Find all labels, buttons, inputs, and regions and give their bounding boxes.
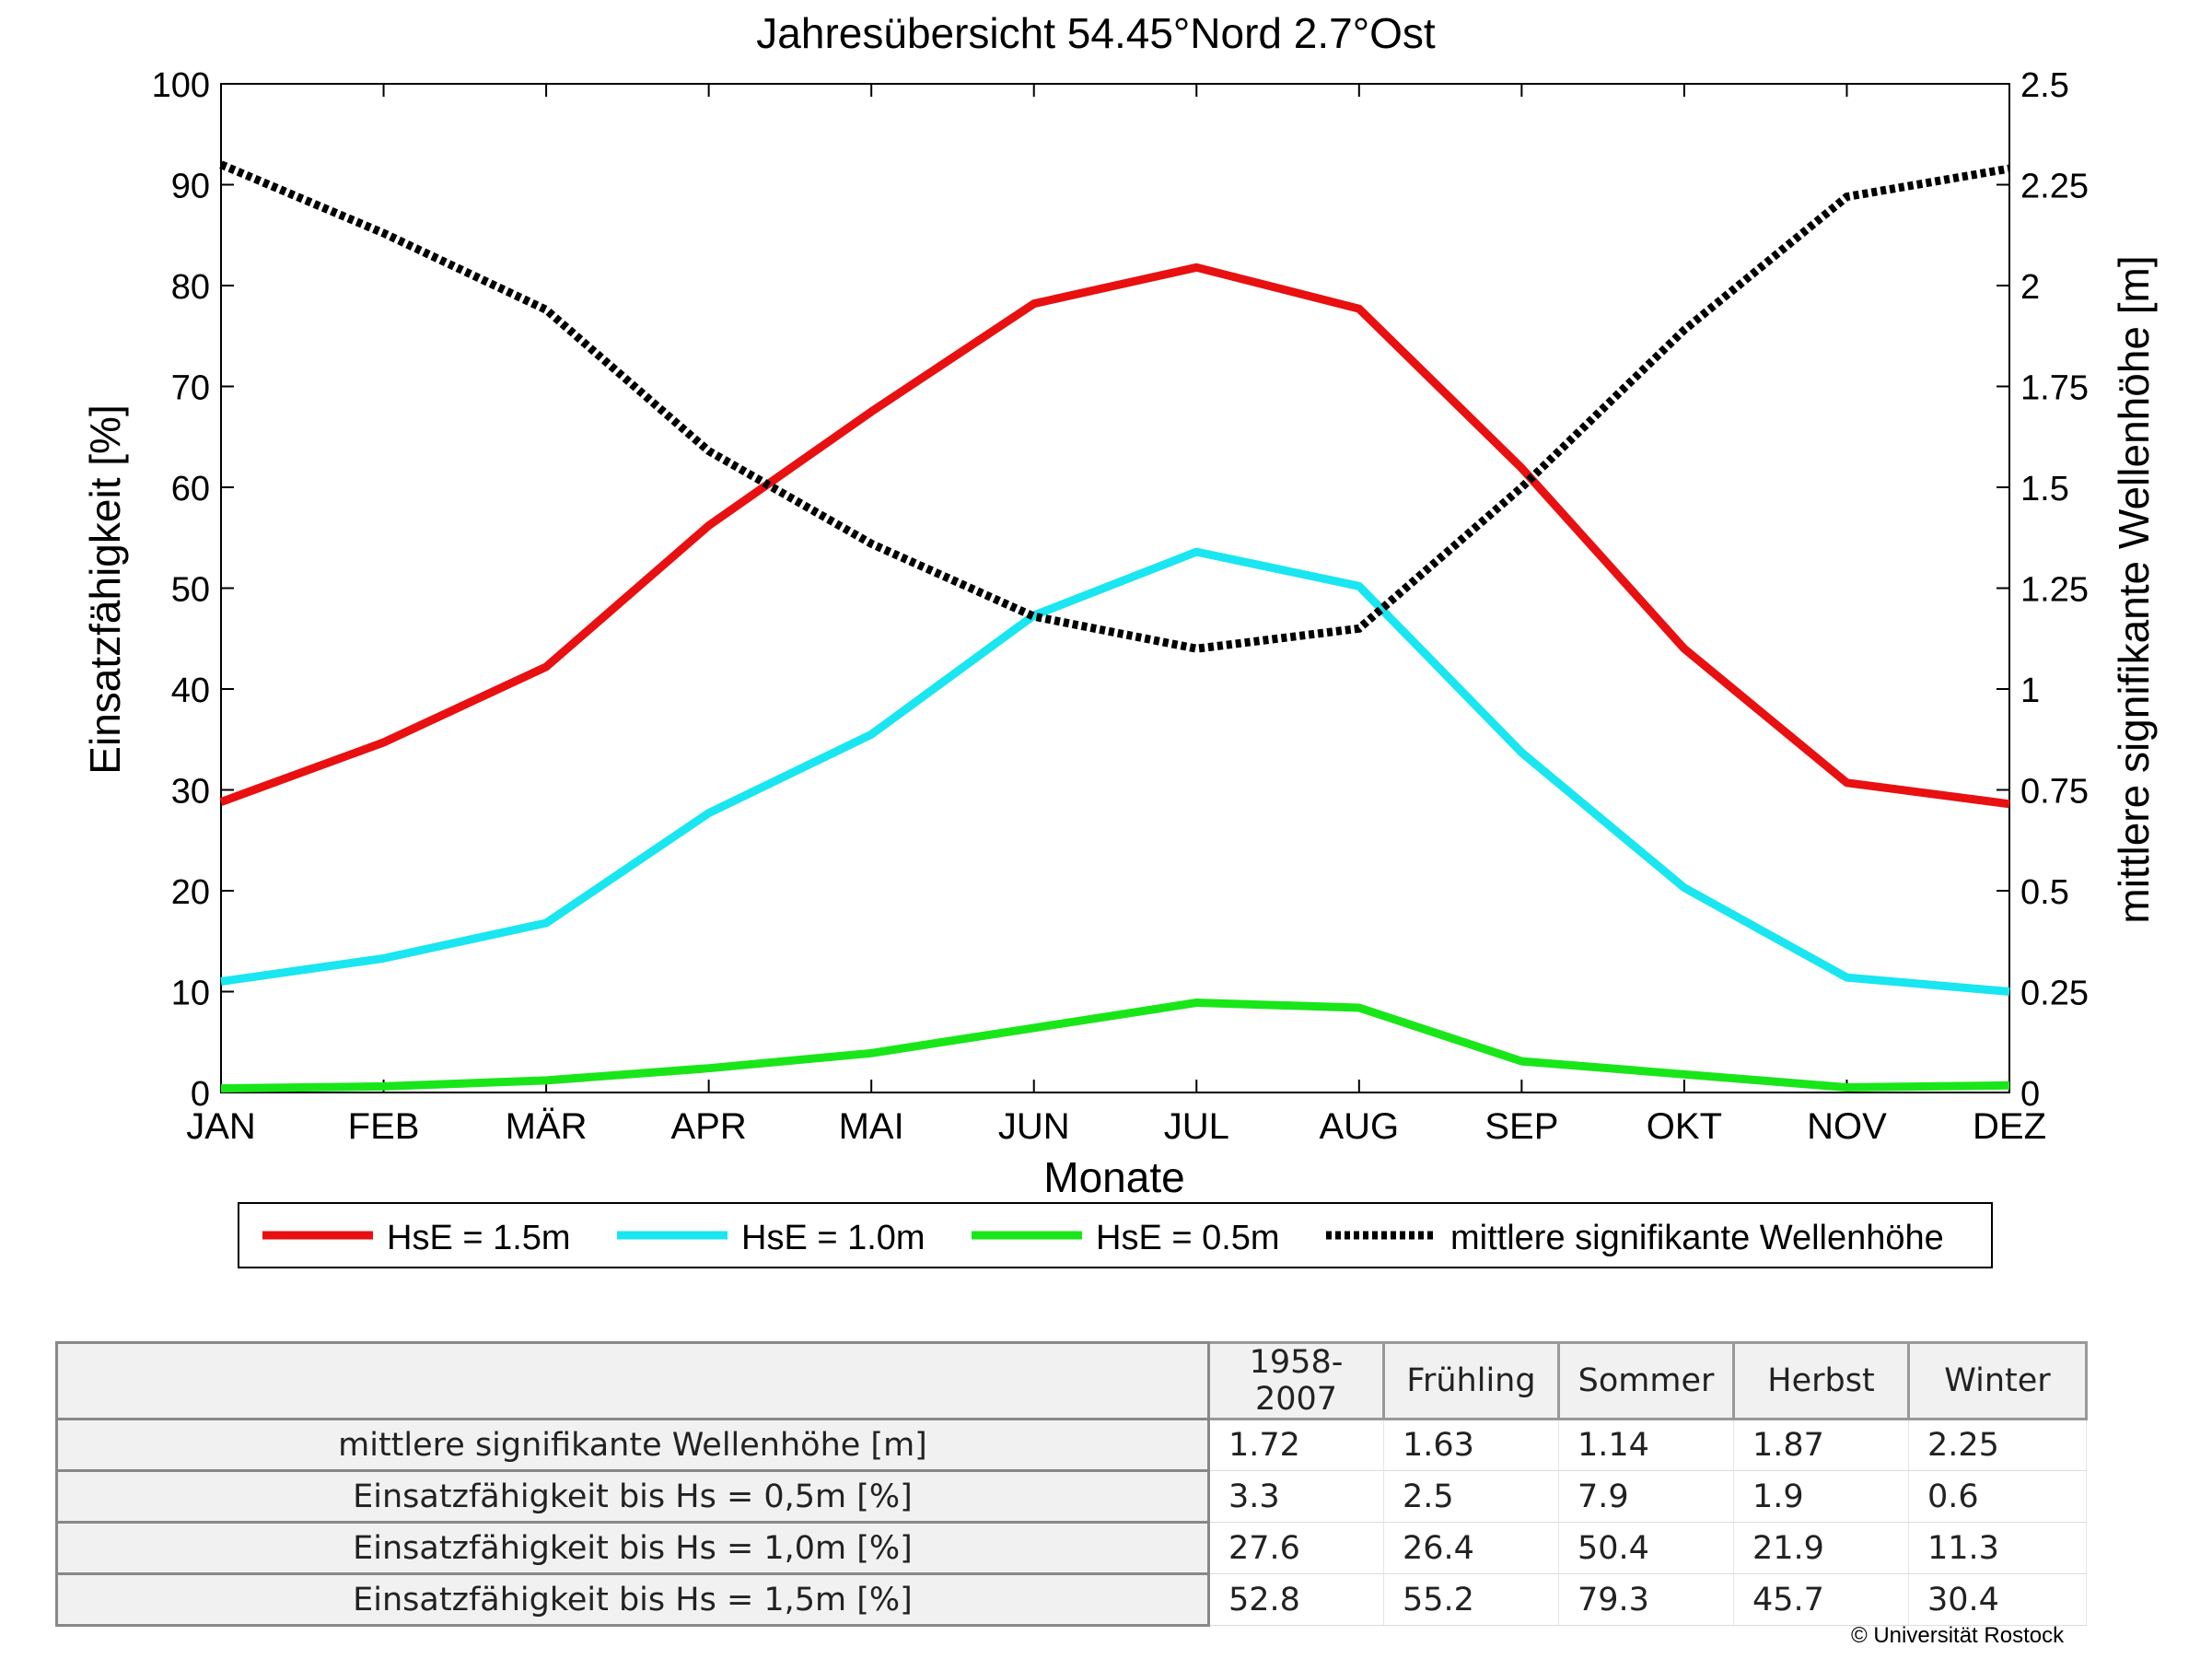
table-cell: 1.63 (1383, 1419, 1559, 1471)
y-tick-label: 20 (171, 873, 210, 912)
table-row: mittlere signifikante Wellenhöhe [m] 1.7… (55, 1418, 2087, 1472)
row-header: Einsatzfähigkeit bis Hs = 0,5m [%] (55, 1469, 1210, 1524)
y-axis-right: 0 0.25 0.5 0.75 1 1.25 1.5 1.75 2 2.25 2.5 (2020, 66, 2089, 1114)
y2-tick-label: 1.5 (2020, 470, 2069, 508)
y2-tick-label: 2.5 (2020, 66, 2069, 105)
column-header: 1958-2007 (1207, 1341, 1385, 1420)
table-row: Einsatzfähigkeit bis Hs = 1,5m [%] 52.8 … (55, 1572, 2087, 1627)
y2-tick-label: 0.5 (2020, 873, 2069, 912)
chart-title: Jahresübersicht 54.45°Nord 2.7°Ost (756, 9, 1436, 57)
legend-label-wave-height: mittlere signifikante Wellenhöhe (1450, 1219, 1944, 1257)
column-header: Frühling (1382, 1341, 1560, 1420)
x-tick-label: JUL (1164, 1106, 1229, 1147)
y-axis-left: 0 10 20 30 40 50 60 70 80 90 100 (152, 66, 2009, 1114)
table-cell: 1.14 (1558, 1419, 1734, 1471)
table-cell: 0.6 (1908, 1470, 2087, 1523)
x-tick-label: AUG (1319, 1106, 1399, 1147)
y-tick-label: 30 (171, 773, 210, 812)
table-cell: 30.4 (1908, 1573, 2087, 1626)
y-axis-label-right: mittlere signifikante Wellenhöhe [m] (2110, 255, 2158, 923)
y-axis-label-left: Einsatzfähigkeit [%] (81, 404, 129, 774)
y2-tick-label: 1 (2020, 672, 2040, 710)
y-tick-label: 70 (171, 369, 210, 408)
copyright-notice: © Universität Rostock (1851, 1623, 2065, 1648)
x-axis-label: Monate (1043, 1153, 1184, 1201)
table-cell: 79.3 (1558, 1573, 1734, 1626)
series-lines (219, 160, 2010, 1093)
column-header: Winter (1907, 1341, 2088, 1420)
x-tick-label: FEB (348, 1106, 420, 1147)
y2-tick-label: 2 (2020, 268, 2040, 307)
x-tick-label: OKT (1647, 1106, 1722, 1147)
y-tick-label: 100 (152, 66, 210, 105)
series-line-1 (220, 547, 2010, 996)
x-tick-label: MÄR (506, 1106, 588, 1147)
table-cell: 1.72 (1208, 1419, 1384, 1471)
column-header: Herbst (1732, 1341, 1910, 1420)
legend-label-hse10: HsE = 1.0m (741, 1219, 926, 1257)
y-tick-label: 40 (171, 672, 210, 710)
table-cell: 52.8 (1208, 1573, 1384, 1626)
y-tick-label: 10 (171, 975, 210, 1013)
table-cell: 26.4 (1383, 1522, 1559, 1574)
y2-tick-label: 2.25 (2020, 168, 2089, 206)
x-tick-label: APR (671, 1106, 747, 1147)
table-header-row: 1958-2007 Frühling Sommer Herbst Winter (55, 1341, 2088, 1420)
row-header: Einsatzfähigkeit bis Hs = 1,5m [%] (55, 1572, 1210, 1627)
x-tick-label: MAI (839, 1106, 904, 1147)
x-tick-label: JUN (998, 1106, 1070, 1147)
x-tick-label: SEP (1484, 1106, 1558, 1147)
legend-label-hse15: HsE = 1.5m (387, 1219, 571, 1257)
series-line-0 (219, 263, 2010, 809)
table-cell: 1.9 (1733, 1470, 1909, 1523)
table-cell: 7.9 (1558, 1470, 1734, 1523)
table-row: Einsatzfähigkeit bis Hs = 1,0m [%] 27.6 … (55, 1521, 2087, 1575)
x-tick-label: DEZ (1973, 1106, 2046, 1147)
y-tick-label: 60 (171, 470, 210, 508)
y2-tick-label: 1.75 (2020, 369, 2089, 408)
table-cell: 1.87 (1733, 1419, 1909, 1471)
table-cell: 11.3 (1908, 1522, 2087, 1574)
legend-label-hse05: HsE = 0.5m (1096, 1219, 1280, 1257)
plot-area (220, 83, 2010, 1093)
table-cell: 27.6 (1208, 1522, 1384, 1574)
table-cell: 3.3 (1208, 1470, 1384, 1523)
y2-tick-label: 1.25 (2020, 571, 2089, 610)
table-cell: 2.5 (1383, 1470, 1559, 1523)
series-line-3 (219, 160, 2010, 653)
y2-tick-label: 0 (2020, 1075, 2040, 1114)
row-header: mittlere signifikante Wellenhöhe [m] (55, 1418, 1210, 1472)
statistics-table: 1958-2007 Frühling Sommer Herbst Winter … (55, 1341, 2088, 1627)
x-tick-label: JAN (186, 1106, 256, 1147)
y-tick-label: 50 (171, 571, 210, 610)
legend-box (238, 1202, 1993, 1268)
table-row: Einsatzfähigkeit bis Hs = 0,5m [%] 3.3 2… (55, 1469, 2087, 1524)
table-cell: 21.9 (1733, 1522, 1909, 1574)
y-tick-label: 80 (171, 268, 210, 307)
y-tick-label: 0 (191, 1075, 210, 1114)
table-cell: 45.7 (1733, 1573, 1909, 1626)
table-cell: 2.25 (1908, 1419, 2087, 1471)
x-tick-label: NOV (1807, 1106, 1887, 1147)
table-corner (55, 1341, 1210, 1420)
row-header: Einsatzfähigkeit bis Hs = 1,0m [%] (55, 1521, 1210, 1575)
table-cell: 50.4 (1558, 1522, 1734, 1574)
column-header: Sommer (1557, 1341, 1735, 1420)
table-cell: 55.2 (1383, 1573, 1559, 1626)
y2-tick-label: 0.25 (2020, 975, 2089, 1013)
y-tick-label: 90 (171, 168, 210, 206)
y2-tick-label: 0.75 (2020, 773, 2089, 812)
x-axis: JAN FEB MÄR APR MAI JUN JUL AUG SEP OKT NOV DEZ (186, 84, 2046, 1147)
legend: HsE = 1.5m HsE = 1.0m HsE = 0.5m mittler… (238, 1202, 1993, 1268)
series-line-2 (220, 999, 2010, 1093)
